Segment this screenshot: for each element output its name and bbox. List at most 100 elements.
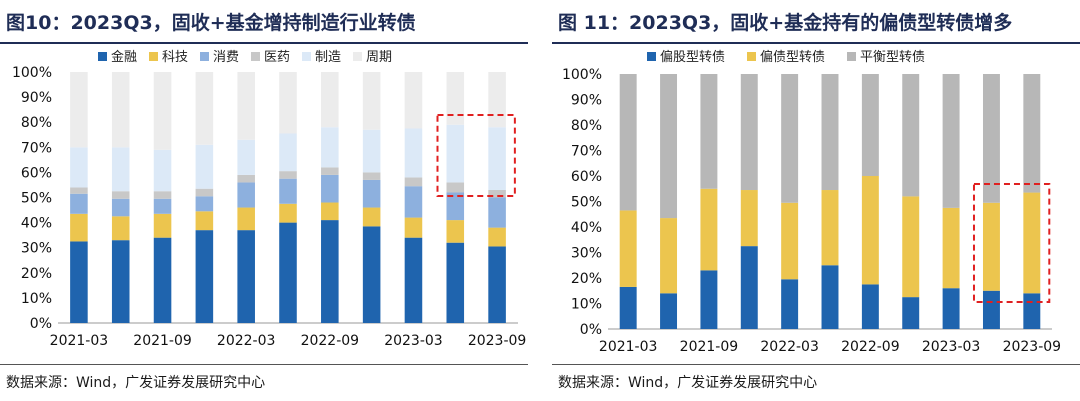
y-tick-label: 40% bbox=[21, 216, 52, 232]
bar-segment bbox=[861, 284, 879, 329]
y-tick-label: 80% bbox=[571, 118, 602, 134]
chart-title: 图10：2023Q3，固收+基金增持制造行业转债 bbox=[6, 12, 416, 34]
bar-segment bbox=[446, 192, 465, 221]
legend-label: 平衡型转债 bbox=[860, 50, 925, 65]
legend-swatch bbox=[98, 52, 107, 61]
bar-segment bbox=[279, 72, 297, 134]
bar-segment bbox=[153, 72, 172, 150]
bar-segment bbox=[279, 171, 297, 179]
highlight-box bbox=[972, 183, 1051, 303]
bar-segment bbox=[700, 188, 718, 271]
y-tick-label: 100% bbox=[562, 67, 602, 83]
bar-segment bbox=[942, 288, 960, 329]
legend-swatch bbox=[353, 52, 362, 61]
x-tick-label: 2023-03 bbox=[384, 333, 443, 349]
bar-segment bbox=[70, 72, 88, 148]
bar-segment bbox=[153, 191, 172, 199]
bar-segment bbox=[321, 220, 339, 323]
bar-segment bbox=[404, 237, 423, 323]
bar-segment bbox=[279, 203, 297, 223]
bar-segment bbox=[404, 177, 423, 187]
bar-segment bbox=[982, 74, 1000, 203]
bar-segment bbox=[488, 72, 506, 128]
bar-segment bbox=[902, 297, 920, 329]
bar-segment bbox=[619, 210, 637, 287]
bar-segment bbox=[111, 198, 130, 217]
bar-segment bbox=[362, 72, 381, 130]
x-tick-label: 2022-03 bbox=[760, 339, 819, 355]
title-divider bbox=[552, 42, 1080, 44]
bar-segment bbox=[111, 191, 130, 199]
x-tick-label: 2023-09 bbox=[468, 333, 527, 349]
source-note: 数据来源：Wind，广发证券发展研究中心 bbox=[558, 375, 818, 391]
x-tick-label: 2021-09 bbox=[680, 339, 739, 355]
legend-label: 偏债型转债 bbox=[760, 50, 825, 65]
bar-segment bbox=[153, 198, 172, 214]
bar-segment bbox=[321, 167, 339, 175]
bar-segment bbox=[70, 241, 88, 323]
bar-segment bbox=[942, 207, 960, 289]
legend-swatch bbox=[200, 52, 209, 61]
bar-segment bbox=[195, 211, 214, 231]
bar-segment bbox=[488, 127, 506, 190]
bar-segment bbox=[195, 72, 214, 145]
x-tick-label: 2022-09 bbox=[841, 339, 900, 355]
bar-segment bbox=[70, 187, 88, 194]
bar-segment bbox=[237, 230, 255, 323]
source-divider bbox=[0, 364, 528, 365]
bar-segment bbox=[111, 240, 130, 323]
legend-label: 医药 bbox=[264, 50, 290, 65]
y-tick-label: 0% bbox=[580, 322, 602, 338]
bar-segment bbox=[902, 74, 920, 197]
bar-segment bbox=[781, 279, 799, 329]
bar-segment bbox=[153, 237, 172, 323]
bar-segment bbox=[404, 72, 423, 129]
bar-segment bbox=[488, 197, 506, 228]
bar-segment bbox=[237, 182, 255, 208]
title-divider bbox=[0, 42, 528, 44]
bond-type-stacked-bar-chart: 偏股型转债 偏债型转债 平衡型转债 0% 10% 20% 30% 40% 50% 60% 70% 80… bbox=[562, 50, 1061, 355]
bar-segment bbox=[1023, 192, 1041, 294]
bar-segment bbox=[195, 144, 214, 189]
bar-segment bbox=[740, 246, 758, 329]
legend-label: 消费 bbox=[213, 50, 239, 65]
bar-segment bbox=[237, 139, 255, 175]
bar-segment bbox=[321, 174, 339, 203]
source-divider bbox=[552, 364, 1080, 365]
bar-segment bbox=[237, 174, 255, 183]
bar-segment bbox=[362, 172, 381, 180]
bar-segment bbox=[111, 216, 130, 241]
x-tick-label: 2023-03 bbox=[922, 339, 981, 355]
legend-label: 科技 bbox=[162, 50, 188, 65]
bar-segment bbox=[70, 213, 88, 242]
bar-segment bbox=[362, 179, 381, 208]
y-tick-label: 50% bbox=[571, 195, 602, 211]
legend-swatch bbox=[647, 52, 656, 61]
bar-segment bbox=[362, 129, 381, 173]
bar-segment bbox=[446, 182, 465, 193]
bar-segment bbox=[942, 74, 960, 208]
bar-segment bbox=[404, 186, 423, 218]
source-note: 数据来源：Wind，广发证券发展研究中心 bbox=[6, 375, 266, 391]
bar-segment bbox=[740, 190, 758, 247]
y-tick-label: 60% bbox=[21, 165, 52, 181]
bar-segment bbox=[821, 190, 839, 266]
bar-segment bbox=[1023, 293, 1041, 329]
x-tick-label: 2021-09 bbox=[133, 333, 192, 349]
y-tick-label: 90% bbox=[571, 93, 602, 109]
legend-label: 金融 bbox=[111, 49, 137, 65]
bar-segment bbox=[321, 127, 339, 168]
legend-swatch bbox=[302, 52, 311, 61]
bar-segment bbox=[660, 74, 678, 219]
bar-segment bbox=[279, 178, 297, 204]
x-tick-label: 2021-03 bbox=[599, 339, 658, 355]
bar-segment bbox=[861, 176, 879, 285]
bar-segment bbox=[660, 293, 678, 329]
y-tick-label: 80% bbox=[21, 115, 52, 131]
y-tick-label: 30% bbox=[21, 241, 52, 257]
bar-segment bbox=[982, 202, 1000, 291]
bar-segment bbox=[619, 286, 637, 329]
chart-panel-bond-type: 图 11：2023Q3，固收+基金持有的偏债型转债增多 偏股型转债 偏债型转债 平衡… bbox=[552, 0, 1080, 401]
bar-segment bbox=[488, 246, 506, 323]
y-tick-label: 70% bbox=[21, 140, 52, 156]
